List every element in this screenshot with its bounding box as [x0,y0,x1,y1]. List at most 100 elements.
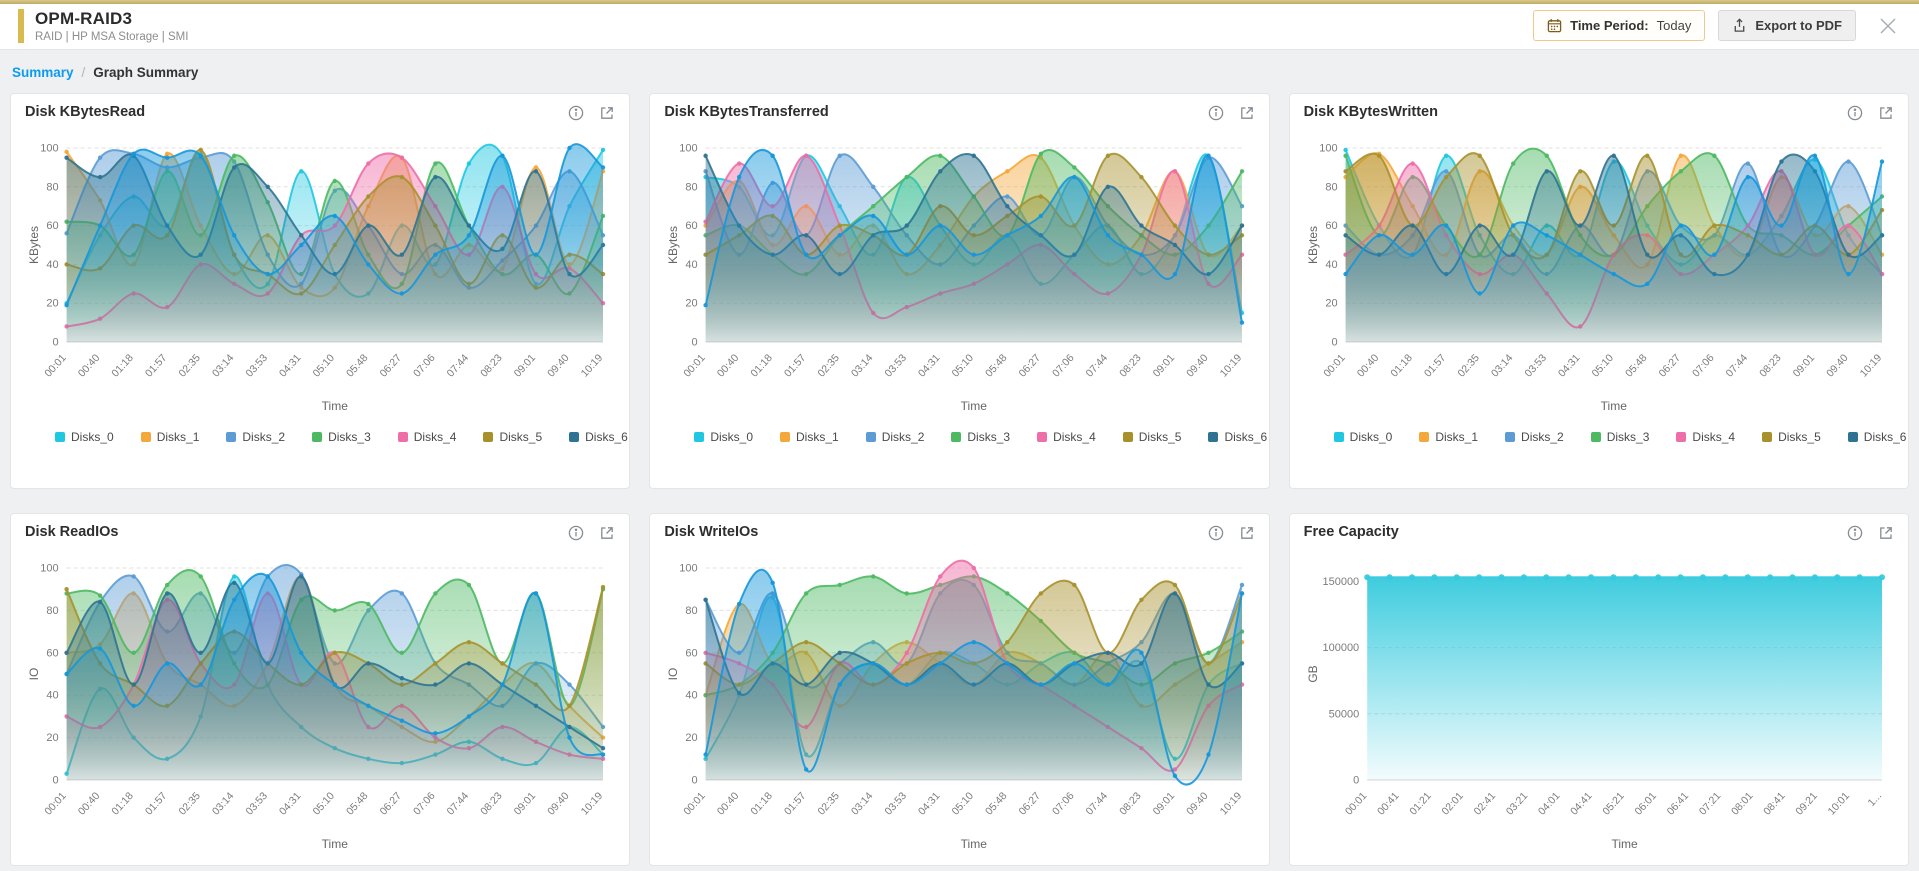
info-icon[interactable] [568,525,584,541]
svg-text:03:14: 03:14 [849,352,876,380]
chart-title: Free Capacity [1303,524,1399,540]
svg-text:10:01: 10:01 [1825,790,1852,818]
legend-swatch [1676,432,1687,442]
svg-text:07:44: 07:44 [1084,790,1111,818]
svg-text:60: 60 [686,220,698,232]
breadcrumb-summary[interactable]: Summary [12,65,74,80]
svg-text:40: 40 [46,259,58,271]
external-link-icon[interactable] [1878,105,1894,121]
svg-text:50000: 50000 [1328,708,1359,720]
svg-text:09:40: 09:40 [545,790,572,818]
chart-canvas[interactable]: 0 50000 100000 150000 00:01 00:41 01:21 02:01 02… [1304,552,1894,858]
svg-text:00:01: 00:01 [42,790,69,818]
legend-swatch [140,432,151,442]
svg-text:07:06: 07:06 [411,790,438,818]
legend-swatch [55,432,65,442]
svg-text:00:01: 00:01 [1343,790,1370,818]
legend-item-disks_0[interactable]: Disks_0 [1333,430,1392,444]
svg-text:09:40: 09:40 [1185,790,1212,818]
chart-grid: Disk KBytesRead 0 20 40 60 80 100 00:01 00:40 01… [10,93,1909,866]
close-icon[interactable] [1873,11,1903,41]
svg-text:05:48: 05:48 [1623,352,1650,380]
external-link-icon[interactable] [1878,525,1894,541]
svg-text:02:35: 02:35 [176,352,203,380]
legend-item-disks_0[interactable]: Disks_0 [694,430,753,444]
svg-text:80: 80 [1325,181,1337,193]
external-link-icon[interactable] [599,105,615,121]
svg-text:Time: Time [961,399,988,413]
legend-item-disks_6[interactable]: Disks_6 [1208,430,1267,444]
chart-title: Disk KBytesWritten [1303,104,1438,120]
chart-title: Disk KBytesTransferred [664,104,829,120]
info-icon[interactable] [1208,105,1224,121]
external-link-icon[interactable] [1239,525,1255,541]
svg-text:00:40: 00:40 [715,790,742,818]
svg-text:60: 60 [1325,220,1337,232]
legend-item-disks_2[interactable]: Disks_2 [1505,430,1564,444]
svg-text:03:14: 03:14 [849,790,876,818]
breadcrumb-separator: / [81,65,86,80]
svg-text:60: 60 [46,220,58,232]
legend-item-disks_4[interactable]: Disks_4 [1676,430,1735,444]
svg-text:05:10: 05:10 [1589,352,1616,380]
svg-text:02:35: 02:35 [1455,352,1482,380]
svg-text:06:27: 06:27 [378,352,405,380]
svg-text:09:01: 09:01 [512,790,539,818]
legend-item-disks_2[interactable]: Disks_2 [226,430,285,444]
svg-text:Time: Time [1611,837,1638,851]
external-link-icon[interactable] [1239,105,1255,121]
legend-item-disks_5[interactable]: Disks_5 [1122,430,1181,444]
legend-item-disks_0[interactable]: Disks_0 [55,430,114,444]
legend-item-disks_5[interactable]: Disks_5 [483,430,542,444]
svg-text:03:21: 03:21 [1503,790,1530,818]
legend-item-disks_1[interactable]: Disks_1 [140,430,199,444]
external-link-icon[interactable] [599,525,615,541]
svg-text:04:31: 04:31 [916,352,943,380]
app-header: OPM-RAID3 RAID | HP MSA Storage | SMI Ti… [0,4,1919,50]
info-icon[interactable] [568,105,584,121]
legend-item-disks_2[interactable]: Disks_2 [865,430,925,444]
legend-item-disks_1[interactable]: Disks_1 [1419,430,1478,444]
svg-text:02:41: 02:41 [1471,790,1498,818]
svg-text:03:14: 03:14 [1489,352,1516,380]
info-icon[interactable] [1208,525,1224,541]
svg-text:05:10: 05:10 [311,790,338,818]
legend-item-disks_3[interactable]: Disks_3 [951,430,1010,444]
svg-text:0: 0 [52,775,58,787]
svg-text:04:31: 04:31 [1556,352,1583,380]
legend-item-disks_1[interactable]: Disks_1 [780,430,839,444]
svg-text:40: 40 [686,690,698,702]
legend-item-disks_5[interactable]: Disks_5 [1762,430,1821,444]
legend-item-disks_3[interactable]: Disks_3 [1590,430,1649,444]
legend-item-disks_4[interactable]: Disks_4 [1037,430,1096,444]
svg-text:03:53: 03:53 [1522,352,1549,380]
panel-disk-kbytesread: Disk KBytesRead 0 20 40 60 80 100 00:01 00:40 01… [10,93,631,489]
export-to-pdf-button[interactable]: Export to PDF [1718,10,1856,41]
legend-item-disks_3[interactable]: Disks_3 [312,430,371,444]
svg-text:02:01: 02:01 [1439,790,1466,818]
legend-label: Disks_6 [1863,430,1907,444]
time-period-button[interactable]: Time Period: Today [1533,10,1706,41]
legend-label: Disks_2 [881,430,925,444]
legend-item-disks_4[interactable]: Disks_4 [397,430,456,444]
legend-item-disks_6[interactable]: Disks_6 [1847,430,1907,444]
svg-text:07:44: 07:44 [1084,352,1111,380]
svg-text:01:57: 01:57 [143,352,170,380]
svg-text:80: 80 [686,605,698,617]
breadcrumb-graph-summary: Graph Summary [93,65,199,80]
svg-text:100: 100 [680,143,698,155]
svg-text:00:01: 00:01 [1321,352,1348,380]
legend-item-disks_6[interactable]: Disks_6 [569,430,628,444]
info-icon[interactable] [1847,105,1863,121]
info-icon[interactable] [1847,525,1863,541]
chart-legend: Disks_0 Disks_1 Disks_2 Disks_3 Disks_4 Disks… [55,430,628,444]
svg-text:KBytes: KBytes [666,226,680,264]
legend-label: Disks_4 [1053,430,1096,444]
svg-text:0: 0 [692,337,698,349]
svg-text:0: 0 [692,775,698,787]
